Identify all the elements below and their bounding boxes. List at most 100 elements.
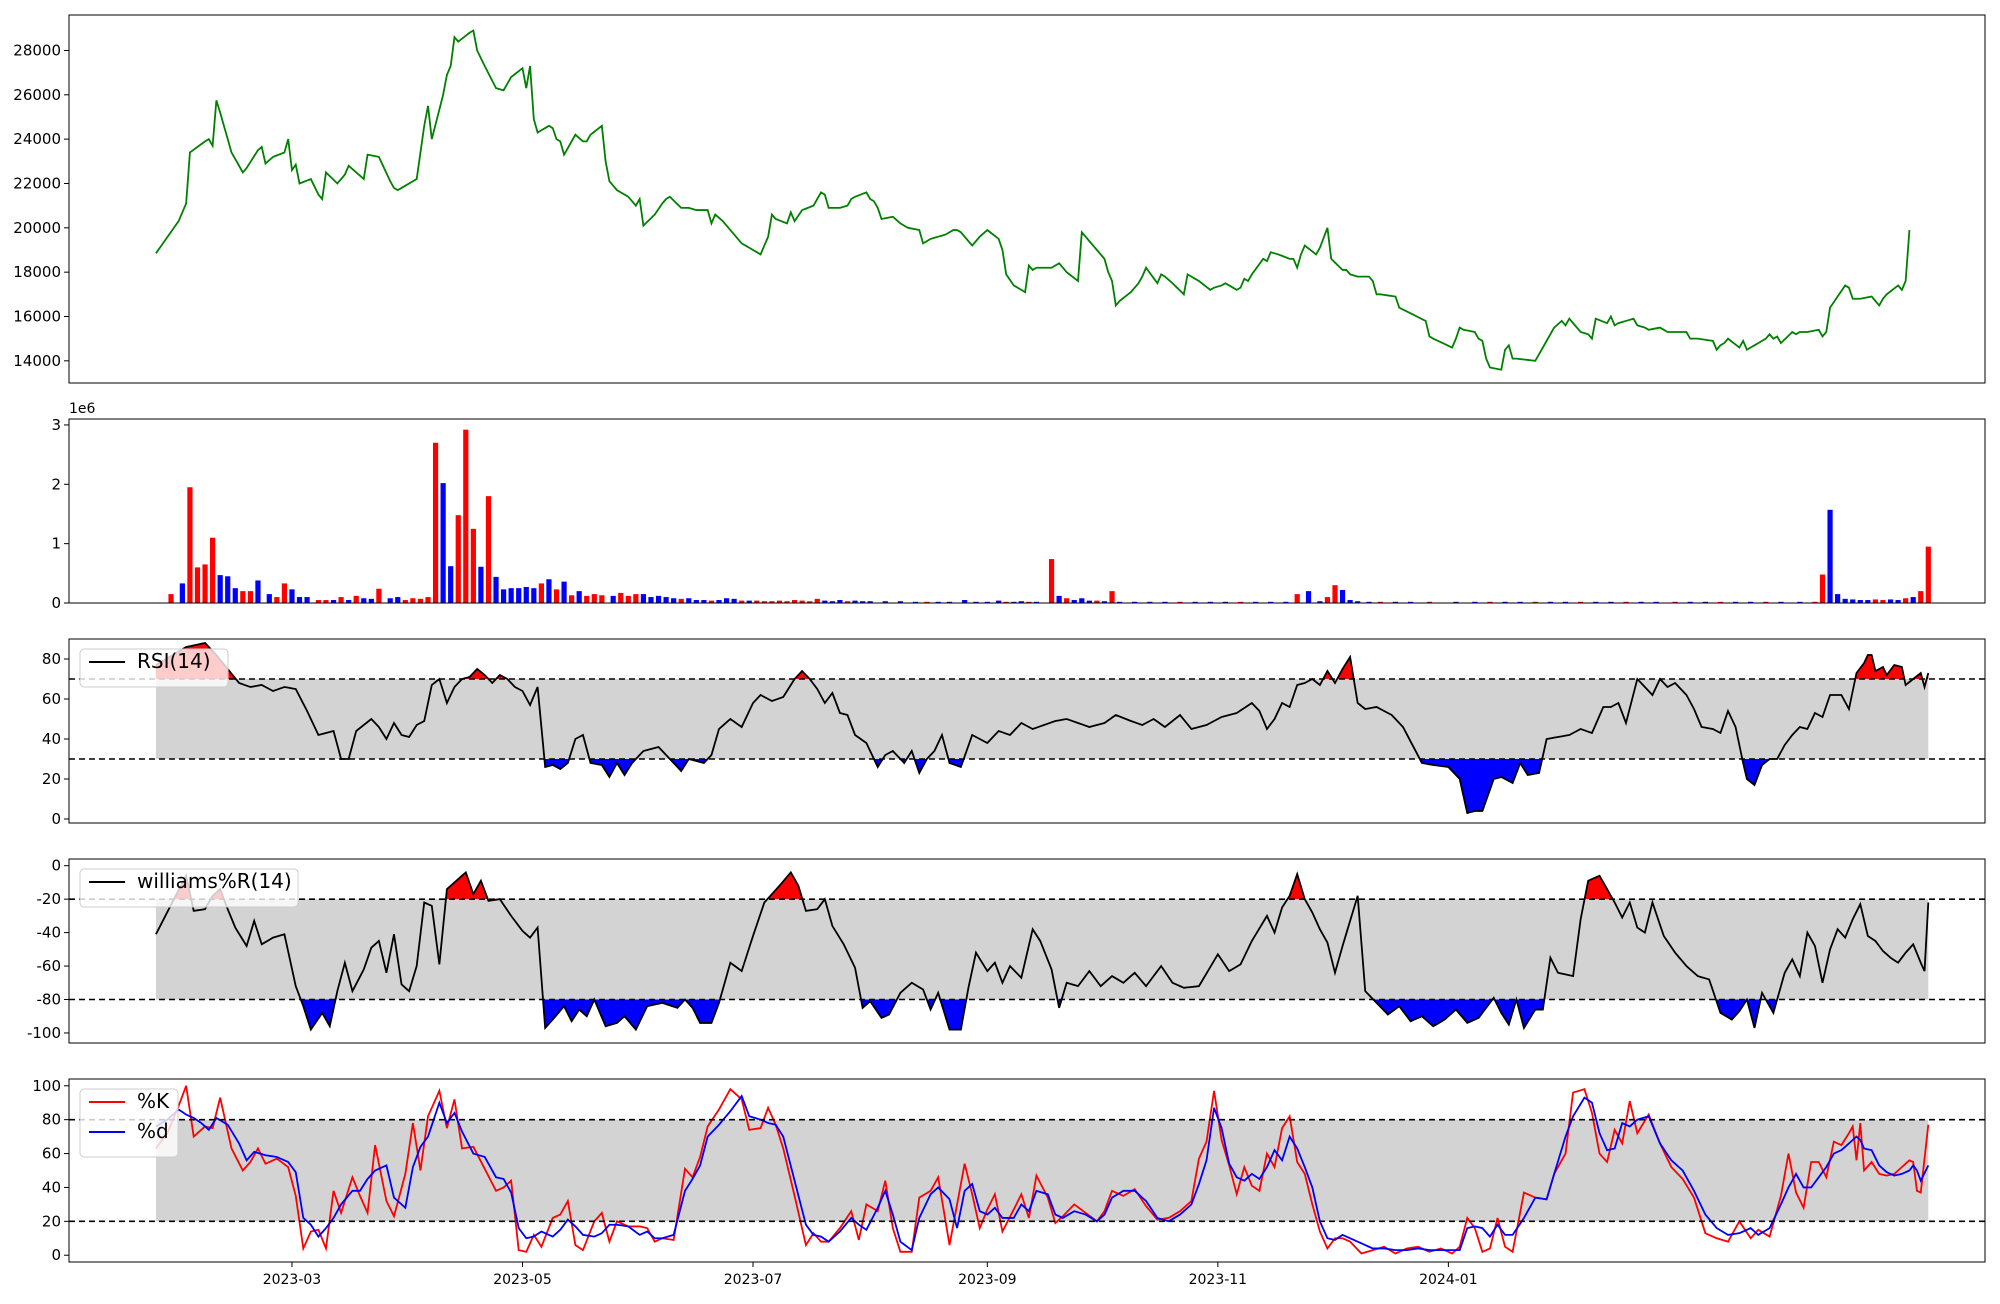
volume-bar [346, 600, 352, 603]
y-tick-label: 40 [42, 1178, 61, 1196]
threshold-region [1746, 999, 1761, 1028]
threshold-region [1715, 999, 1747, 1020]
volume-bar [1048, 559, 1055, 603]
volume-bar [1109, 591, 1115, 603]
rsi-legend: RSI(14) [79, 648, 229, 688]
volume-bar [1426, 601, 1433, 603]
volume-bar [353, 595, 359, 603]
rsi-line [155, 642, 1930, 815]
volume-bar [455, 515, 461, 603]
volume-bar [553, 589, 560, 603]
volume-bar [361, 598, 367, 603]
volume-bar [516, 588, 522, 603]
volume-bar [946, 601, 953, 603]
y-tick-label: 14000 [13, 352, 61, 370]
volume-bar [633, 594, 639, 603]
volume-bar [225, 576, 231, 603]
legend-label: RSI(14) [137, 649, 211, 673]
volume-bar [1835, 594, 1841, 603]
volume-bar [376, 588, 382, 603]
williams-legend: williams%R(14) [79, 868, 299, 908]
threshold-region [1742, 759, 1770, 785]
williams-overbought-fill [173, 872, 1613, 900]
volume-bar [402, 600, 408, 603]
y-tick-label: 80 [42, 1111, 61, 1129]
williams-panel-frame [68, 858, 1986, 1044]
volume-bar [1903, 598, 1909, 603]
volume-bar [1268, 601, 1274, 603]
volume-bar [1192, 601, 1198, 603]
volume-bar [1827, 509, 1833, 603]
volume-bar [822, 600, 828, 603]
volume-bar [1638, 601, 1644, 603]
volume-bar [485, 496, 492, 603]
threshold-region [1584, 875, 1613, 900]
volume-bar [179, 583, 185, 603]
volume-bar [648, 597, 654, 603]
volume-bar [1283, 601, 1289, 603]
volume-bar [296, 597, 303, 603]
volume-bar [1797, 601, 1803, 603]
volume-bar [1895, 600, 1901, 603]
y-tick-label: -40 [37, 924, 62, 942]
volume-bar [1865, 600, 1871, 603]
volume-bar [1071, 600, 1077, 603]
volume-bar [255, 580, 261, 603]
volume-bar [1487, 601, 1493, 603]
volume-bar [1857, 600, 1863, 603]
volume-bar [1547, 601, 1553, 603]
volume-bar [1517, 601, 1523, 603]
volume-bar [1778, 601, 1784, 603]
volume-bar [1377, 601, 1383, 603]
volume-bar [1748, 601, 1754, 603]
volume-bar [754, 600, 760, 603]
y-tick-label: 2 [51, 475, 61, 493]
threshold-region [1373, 999, 1493, 1027]
volume-bar [671, 598, 677, 603]
x-tick-label: 2023-03 [263, 1272, 322, 1288]
volume-bar [1056, 595, 1062, 603]
stochastic-legend: %K %d [79, 1088, 179, 1158]
y-tick-label: 1 [51, 535, 61, 553]
volume-bar [984, 601, 990, 603]
legend-label: williams%R(14) [137, 869, 292, 893]
volume-bar [1672, 601, 1678, 603]
volume-bar [1925, 546, 1931, 603]
volume-bar [882, 601, 888, 603]
volume-bar [1026, 601, 1032, 603]
threshold-region [1855, 655, 1905, 679]
volume-bar [1453, 601, 1459, 603]
volume-bar [330, 600, 337, 603]
y-tick-label: 0 [51, 857, 61, 875]
threshold-region [1337, 657, 1354, 679]
y-tick-label: 3 [51, 416, 61, 434]
volume-bar [814, 598, 820, 603]
volume-bar [1910, 597, 1916, 603]
volume-bar [655, 595, 662, 603]
volume-bar [1887, 599, 1894, 603]
volume-bars [168, 429, 1931, 603]
volume-bar [776, 600, 783, 603]
volume-bar [1237, 601, 1244, 603]
volume-bar [425, 597, 431, 603]
legend-label: %K [137, 1089, 170, 1113]
price-panel-frame [68, 14, 1986, 384]
volume-bar [1222, 601, 1228, 603]
volume-bar [897, 601, 903, 603]
volume-bar [867, 601, 873, 603]
rsi-oversold-fill [544, 759, 1770, 813]
volume-bar [1177, 601, 1183, 603]
volume-bar [247, 591, 253, 603]
volume-bar [1018, 601, 1024, 603]
volume-bar [531, 588, 537, 603]
volume-bar [210, 537, 216, 603]
y-tick-label: -20 [37, 890, 62, 908]
y-tick-label: 60 [42, 1145, 61, 1163]
volume-bar [1392, 601, 1399, 603]
volume-bar [996, 600, 1002, 603]
volume-bar [463, 429, 469, 603]
y-tick-label: 60 [42, 690, 61, 708]
volume-bar [1717, 601, 1724, 603]
volume-bar [1094, 600, 1100, 603]
volume-bar [1033, 601, 1040, 603]
